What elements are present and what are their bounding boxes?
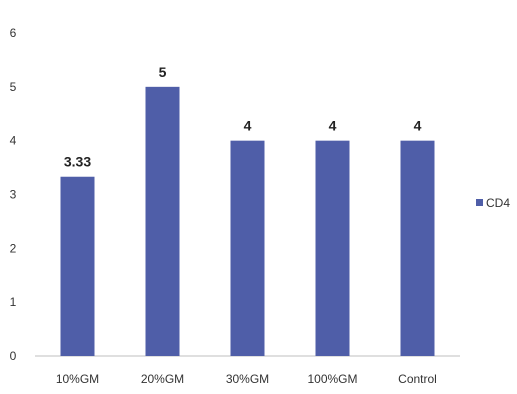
y-tick-label: 0 <box>10 349 17 363</box>
data-labels: 3.33 5 4 4 4 <box>64 64 422 170</box>
data-label: 4 <box>329 118 337 134</box>
x-tick-label: 100%GM <box>307 372 357 386</box>
bar <box>230 140 265 356</box>
x-tick-label: 30%GM <box>226 372 269 386</box>
legend-swatch-cd4 <box>476 199 483 206</box>
bar <box>315 140 350 356</box>
x-axis-tick-labels: 10%GM 20%GM 30%GM 100%GM Control <box>56 372 437 386</box>
x-tick-label: 10%GM <box>56 372 99 386</box>
x-tick-label: Control <box>398 372 437 386</box>
y-tick-label: 4 <box>10 134 17 148</box>
bar <box>60 176 95 356</box>
y-tick-label: 2 <box>10 241 17 255</box>
bar-series-cd4 <box>60 86 435 356</box>
legend-label-cd4: CD4 <box>486 196 510 210</box>
y-tick-label: 5 <box>10 80 17 94</box>
legend: CD4 <box>476 196 510 210</box>
bar <box>400 140 435 356</box>
y-tick-label: 3 <box>10 188 17 202</box>
data-label: 4 <box>244 118 252 134</box>
data-label: 5 <box>159 64 167 80</box>
y-tick-label: 1 <box>10 295 17 309</box>
y-tick-label: 6 <box>10 26 17 40</box>
x-tick-label: 20%GM <box>141 372 184 386</box>
y-axis-tick-labels: 0 1 2 3 4 5 6 <box>10 26 17 363</box>
bar <box>145 86 180 356</box>
data-label: 4 <box>414 118 422 134</box>
data-label: 3.33 <box>64 154 91 170</box>
